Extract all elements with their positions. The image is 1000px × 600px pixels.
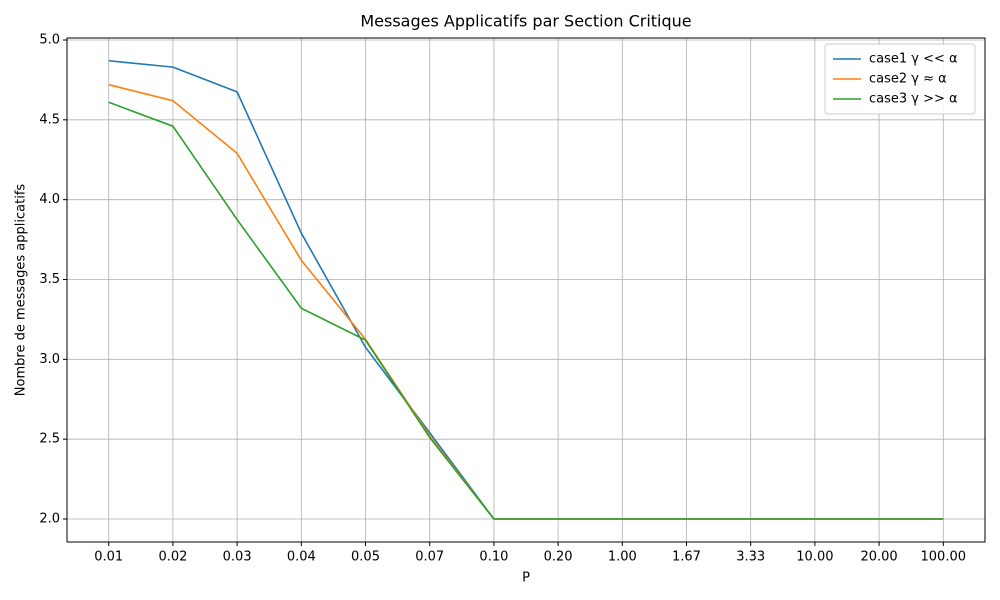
chart-title: Messages Applicatifs par Section Critiqu… — [360, 12, 691, 31]
y-tick-label: 4.5 — [39, 112, 60, 127]
x-tick-label: 1.00 — [608, 550, 637, 565]
y-tick-label: 5.0 — [39, 32, 60, 47]
plot-frame — [66, 37, 986, 543]
y-tick-label: 2.0 — [39, 512, 60, 527]
x-tick-label: 0.03 — [223, 550, 252, 565]
y-axis-label: Nombre de messages applicatifs — [14, 184, 29, 397]
y-tick-label: 2.5 — [39, 432, 60, 447]
series-line — [108, 59, 944, 520]
x-tick-label: 0.02 — [158, 550, 187, 565]
x-tick-label: 10.00 — [796, 550, 833, 565]
legend-box — [824, 43, 976, 115]
y-tick-label: 3.0 — [39, 352, 60, 367]
x-tick-label: 0.07 — [415, 550, 444, 565]
x-tick-label: 0.05 — [351, 550, 380, 565]
legend-label: case3 γ >> α — [869, 92, 958, 107]
y-tick-label: 4.0 — [39, 192, 60, 207]
series-line — [108, 83, 944, 520]
legend-label: case2 γ ≈ α — [869, 72, 947, 87]
x-tick-label: 0.20 — [544, 550, 573, 565]
x-tick-label: 0.10 — [479, 550, 508, 565]
x-tick-label: 20.00 — [860, 550, 897, 565]
x-tick-label: 0.04 — [287, 550, 316, 565]
legend-label: case1 γ << α — [869, 52, 958, 67]
y-tick-label: 3.5 — [39, 272, 60, 287]
x-tick-label: 100.00 — [921, 550, 967, 565]
x-tick-label: 3.33 — [736, 550, 765, 565]
series-line — [108, 101, 944, 520]
x-tick-label: 1.67 — [672, 550, 701, 565]
x-axis-label: P — [522, 571, 530, 586]
grid — [67, 38, 985, 542]
x-tick-label: 0.01 — [94, 550, 123, 565]
